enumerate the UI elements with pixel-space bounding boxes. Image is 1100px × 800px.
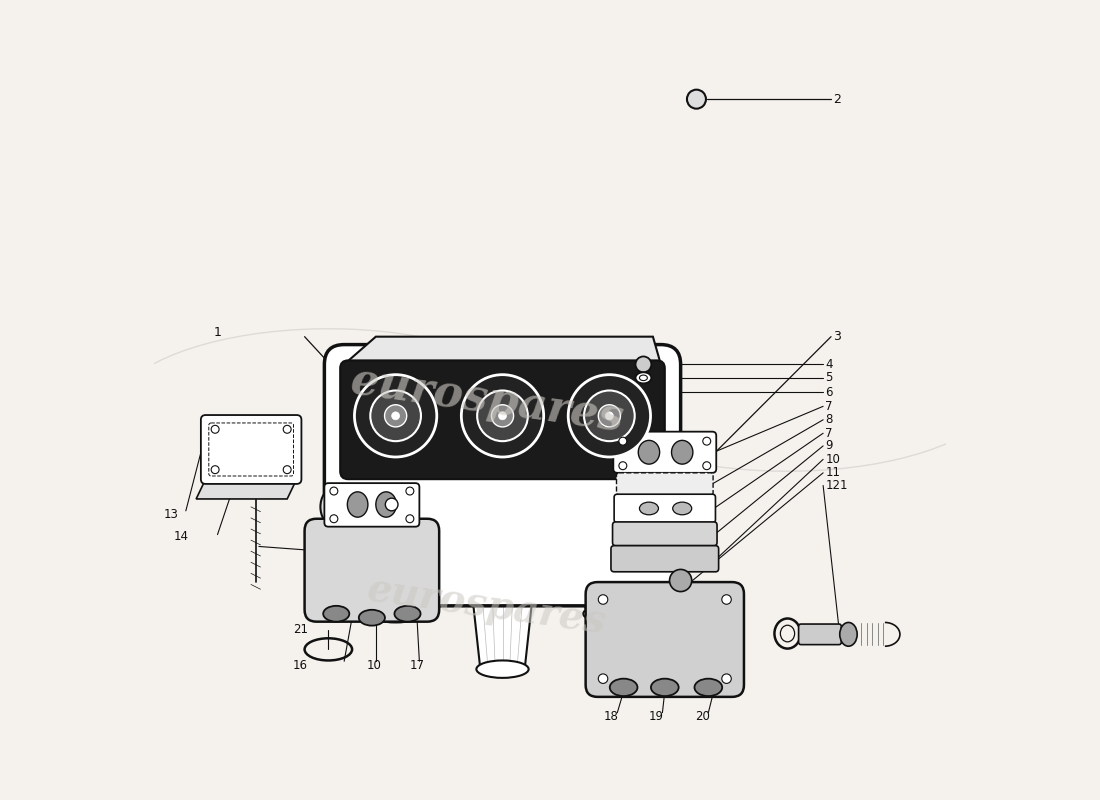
Circle shape	[392, 412, 399, 420]
Circle shape	[461, 374, 543, 457]
Circle shape	[605, 412, 614, 420]
Circle shape	[385, 405, 407, 427]
Circle shape	[619, 438, 627, 445]
Text: eurospares: eurospares	[348, 359, 626, 441]
Circle shape	[598, 405, 620, 427]
Circle shape	[330, 487, 338, 495]
Circle shape	[703, 462, 711, 470]
FancyBboxPatch shape	[799, 624, 842, 645]
Circle shape	[354, 374, 437, 457]
Circle shape	[498, 412, 506, 420]
Text: 10: 10	[366, 658, 382, 672]
FancyBboxPatch shape	[616, 473, 713, 495]
Ellipse shape	[320, 489, 344, 525]
Ellipse shape	[348, 492, 367, 517]
FancyBboxPatch shape	[340, 361, 664, 479]
FancyBboxPatch shape	[324, 345, 681, 606]
Text: 11: 11	[825, 466, 840, 479]
FancyBboxPatch shape	[614, 494, 715, 522]
Text: 121: 121	[825, 479, 848, 492]
Ellipse shape	[694, 678, 723, 696]
Ellipse shape	[395, 606, 420, 622]
Ellipse shape	[370, 605, 421, 622]
Circle shape	[598, 674, 608, 683]
Circle shape	[722, 594, 732, 604]
Text: 7: 7	[825, 426, 833, 440]
Circle shape	[598, 594, 608, 604]
Ellipse shape	[636, 372, 651, 383]
Circle shape	[492, 405, 514, 427]
Text: 9: 9	[825, 439, 833, 453]
Ellipse shape	[359, 610, 385, 626]
Circle shape	[670, 570, 692, 591]
Ellipse shape	[673, 502, 692, 514]
Ellipse shape	[323, 606, 350, 622]
Text: eurospares: eurospares	[365, 570, 608, 642]
FancyBboxPatch shape	[610, 546, 718, 572]
Text: 3: 3	[834, 330, 842, 343]
Text: 19: 19	[649, 710, 664, 723]
Polygon shape	[471, 582, 535, 669]
Text: 15: 15	[309, 546, 324, 559]
Text: 13: 13	[164, 508, 178, 522]
Text: 5: 5	[825, 371, 833, 384]
Ellipse shape	[583, 605, 636, 622]
Polygon shape	[196, 479, 297, 499]
Text: 2: 2	[834, 93, 842, 106]
Ellipse shape	[609, 678, 638, 696]
Circle shape	[688, 90, 706, 109]
Circle shape	[406, 487, 414, 495]
Polygon shape	[578, 582, 641, 614]
Text: 16: 16	[293, 658, 308, 672]
Polygon shape	[344, 337, 661, 364]
Text: 10: 10	[825, 453, 840, 466]
Text: 21: 21	[293, 623, 308, 636]
Text: 1: 1	[213, 326, 221, 339]
Ellipse shape	[476, 661, 529, 678]
Text: 6: 6	[825, 386, 833, 398]
Circle shape	[722, 674, 732, 683]
Ellipse shape	[639, 502, 659, 514]
Ellipse shape	[639, 375, 648, 381]
Circle shape	[703, 438, 711, 445]
Text: 18: 18	[604, 710, 618, 723]
Circle shape	[636, 357, 651, 372]
Ellipse shape	[651, 678, 679, 696]
FancyBboxPatch shape	[324, 483, 419, 526]
Text: 20: 20	[695, 710, 710, 723]
FancyBboxPatch shape	[305, 518, 439, 622]
Circle shape	[283, 466, 292, 474]
FancyBboxPatch shape	[613, 522, 717, 546]
Circle shape	[584, 390, 635, 441]
Circle shape	[211, 466, 219, 474]
Circle shape	[619, 462, 627, 470]
Circle shape	[385, 498, 398, 511]
Text: 7: 7	[825, 400, 833, 413]
FancyBboxPatch shape	[614, 432, 716, 473]
Ellipse shape	[664, 485, 696, 529]
Circle shape	[406, 514, 414, 522]
Circle shape	[569, 374, 650, 457]
Text: 4: 4	[825, 358, 833, 371]
Text: 17: 17	[410, 658, 425, 672]
Polygon shape	[364, 582, 427, 614]
FancyBboxPatch shape	[201, 415, 301, 484]
Circle shape	[283, 426, 292, 434]
Ellipse shape	[671, 440, 693, 464]
Circle shape	[211, 426, 219, 434]
Ellipse shape	[638, 440, 660, 464]
Circle shape	[371, 390, 421, 441]
Circle shape	[330, 514, 338, 522]
Text: 14: 14	[174, 530, 189, 543]
Circle shape	[477, 390, 528, 441]
FancyBboxPatch shape	[585, 582, 744, 697]
Ellipse shape	[839, 622, 857, 646]
Text: 8: 8	[825, 414, 833, 426]
Ellipse shape	[376, 492, 396, 517]
